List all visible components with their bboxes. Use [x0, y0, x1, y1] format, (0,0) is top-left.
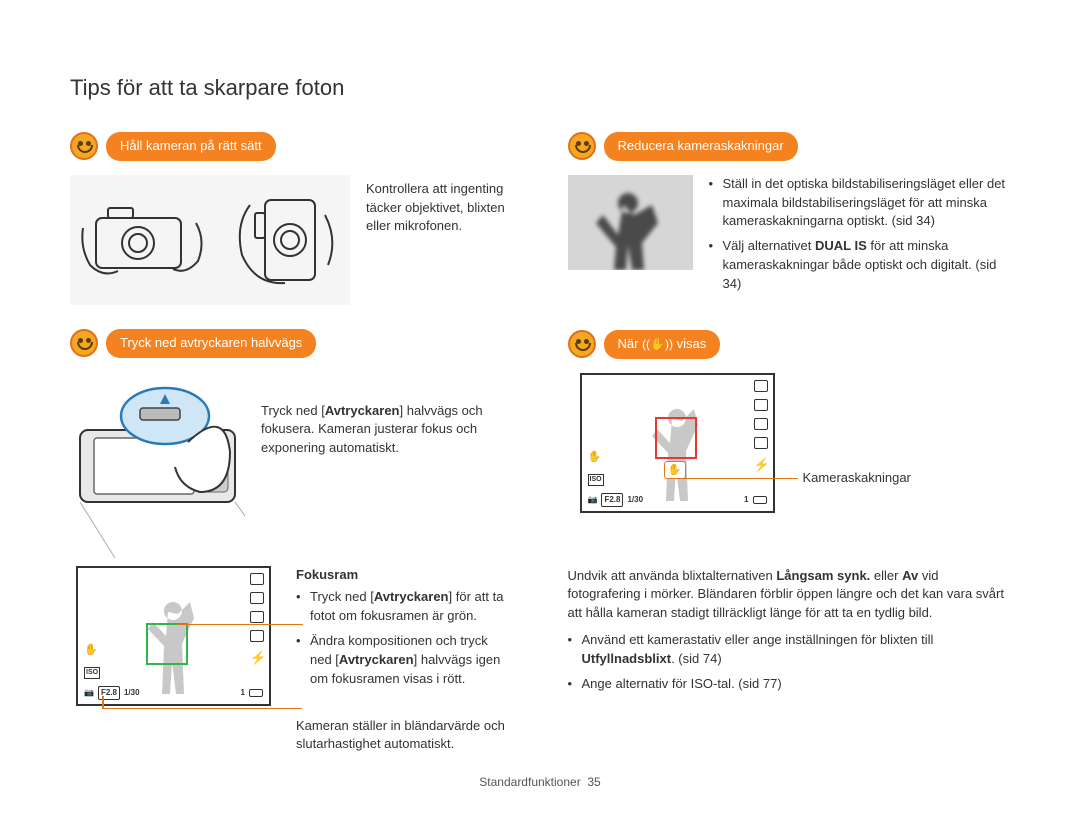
footer-label: Standardfunktioner: [479, 775, 580, 789]
half-press-illustration: [70, 372, 245, 562]
hand-shake-icon: ((✋)): [642, 337, 673, 351]
screen-icons-left: ✋ ISO: [588, 450, 604, 486]
footer: Standardfunktioner 35: [0, 774, 1080, 791]
bullet: Ange alternativ för ISO-tal. (sid 77): [568, 675, 1011, 694]
text: Använd ett kamerastativ eller ange instä…: [582, 632, 934, 647]
section4-header: När ((✋)) visas: [568, 330, 1011, 359]
section2-row1: Tryck ned [Avtryckaren] halvvägs och fok…: [70, 372, 513, 562]
page-title: Tips för att ta skarpare foton: [70, 72, 1010, 104]
iso-icon: ISO: [84, 667, 100, 679]
bold-text: Av: [902, 568, 918, 583]
left-column: Håll kameran på rätt sätt: [70, 132, 513, 778]
battery-icon: [753, 496, 767, 504]
bullet: Välj alternativet DUAL IS för att minska…: [709, 237, 1011, 294]
section4-heading: När ((✋)) visas: [604, 330, 721, 359]
section3-heading: Reducera kameraskakningar: [604, 132, 798, 161]
bold-text: DUAL IS: [815, 238, 867, 253]
fstop: F2.8: [601, 493, 623, 507]
iso-icon: ISO: [588, 474, 604, 486]
main-columns: Håll kameran på rätt sätt: [70, 132, 1010, 778]
focus-frame-red: [655, 417, 697, 459]
text: Tryck ned [: [261, 403, 325, 418]
section1-body: Kontrollera att ingenting täcker objekti…: [366, 175, 506, 305]
quality-icon: [250, 592, 264, 604]
focus-icon: [754, 437, 768, 449]
section2-focusframe-block: Fokusram Tryck ned [Avtryckaren] för att…: [296, 566, 513, 755]
bullet: Ställ in det optiska bildstabiliseringsl…: [709, 175, 1011, 232]
statusbar: 📷 F2.8 1/30 1: [84, 686, 263, 700]
meter-icon: [250, 611, 264, 623]
paragraph: Undvik att använda blixtalternativen Lån…: [568, 567, 1011, 624]
focus-icon: [250, 630, 264, 642]
text: eller: [870, 568, 902, 583]
section2-row2: ⚡ ✋ ISO 📷 F2.8 1/30 1: [70, 566, 513, 755]
camera-screen-green: ⚡ ✋ ISO 📷 F2.8 1/30 1: [76, 566, 271, 706]
battery-icon: [249, 689, 263, 697]
smiley-icon: [568, 132, 596, 160]
text: Undvik att använda blixtalternativen: [568, 568, 777, 583]
shake-photo: [568, 175, 693, 270]
hand-icon: ✋: [84, 643, 100, 659]
section2-caption: Kameran ställer in bländarvärde och slut…: [296, 717, 513, 755]
size-icon: [754, 380, 768, 392]
bold-text: Avtryckaren: [339, 652, 414, 667]
shutter: 1/30: [124, 687, 140, 699]
bold-text: Långsam synk.: [776, 568, 870, 583]
text: Tryck ned [: [310, 589, 374, 604]
shake-callout-label: Kameraskakningar: [803, 469, 911, 488]
meter-icon: [754, 418, 768, 430]
text: . (sid 74): [671, 651, 722, 666]
smiley-icon: [70, 132, 98, 160]
text: När: [618, 336, 643, 351]
section4-body: Undvik att använda blixtalternativen Lån…: [568, 567, 1011, 694]
smiley-icon: [70, 329, 98, 357]
count: 1: [241, 687, 245, 699]
flash-icon: ⚡: [754, 456, 768, 468]
screen-icons-left: ✋ ISO: [84, 643, 100, 679]
flash-icon: ⚡: [250, 649, 264, 661]
section3-header: Reducera kameraskakningar: [568, 132, 1011, 161]
section4-screen-wrap: ⚡ ✋ ISO 📷 F2.8 1/30 1 Kameraskakningar: [568, 373, 1011, 563]
focus-frame-green: [146, 623, 188, 665]
section2-header: Tryck ned avtryckaren halvvägs: [70, 329, 513, 358]
section2-body1: Tryck ned [Avtryckaren] halvvägs och fok…: [261, 372, 513, 562]
section2-heading: Tryck ned avtryckaren halvvägs: [106, 329, 316, 358]
section3-row: Ställ in det optiska bildstabiliseringsl…: [568, 175, 1011, 300]
focusframe-label: Fokusram: [296, 566, 513, 585]
section1-header: Håll kameran på rätt sätt: [70, 132, 513, 161]
section3-bullets: Ställ in det optiska bildstabiliseringsl…: [709, 175, 1011, 300]
section1-heading: Håll kameran på rätt sätt: [106, 132, 276, 161]
bold-text: Utfyllnadsblixt: [582, 651, 672, 666]
hand-icon: ✋: [588, 450, 604, 466]
bullet: Tryck ned [Avtryckaren] för att ta fotot…: [296, 588, 513, 626]
quality-icon: [754, 399, 768, 411]
screen-icons-right: ⚡: [250, 573, 264, 661]
size-icon: [250, 573, 264, 585]
section1-row: Kontrollera att ingenting täcker objekti…: [70, 175, 513, 305]
camera-icon: 📷: [84, 687, 94, 699]
footer-page: 35: [587, 775, 600, 789]
bullet: Använd ett kamerastativ eller ange instä…: [568, 631, 1011, 669]
text: Välj alternativet: [723, 238, 816, 253]
shake-indicator-icon: [664, 461, 686, 479]
text: visas: [673, 336, 706, 351]
bold-text: Avtryckaren: [374, 589, 449, 604]
count: 1: [744, 494, 748, 506]
statusbar: 📷 F2.8 1/30 1: [588, 493, 767, 507]
hold-camera-illustration: [70, 175, 350, 305]
camera-screen-shake: ⚡ ✋ ISO 📷 F2.8 1/30 1: [580, 373, 775, 513]
bold-text: Avtryckaren: [325, 403, 400, 418]
bullet: Ändra kompositionen och tryck ned [Avtry…: [296, 632, 513, 689]
right-column: Reducera kameraskakningar Ställ in det o…: [568, 132, 1011, 778]
smiley-icon: [568, 330, 596, 358]
screen-icons-right: ⚡: [754, 380, 768, 468]
shutter: 1/30: [627, 494, 643, 506]
camera-icon: 📷: [588, 494, 598, 506]
